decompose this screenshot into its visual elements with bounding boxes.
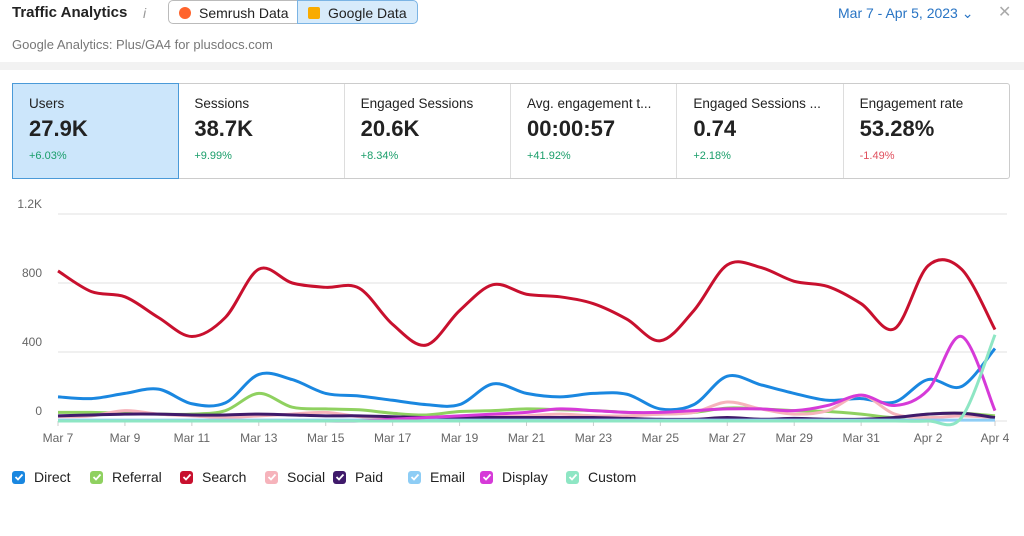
legend-checkbox <box>480 470 493 484</box>
legend-item[interactable]: Direct <box>12 469 71 485</box>
legend-item[interactable]: Search <box>180 469 246 485</box>
metric-value: 27.9K <box>29 116 88 141</box>
metric-change: +2.18% <box>693 150 731 162</box>
y-tick-label: 0 <box>35 404 42 418</box>
metric-card[interactable]: Avg. engagement t... 00:00:57 +41.92% <box>511 84 678 178</box>
label: Semrush Data <box>199 5 289 21</box>
metric-value: 53.28% <box>859 116 935 141</box>
legend-item[interactable]: Social <box>265 469 325 485</box>
chart: 0 400 800 1.2K Mar 7 Mar 9 Mar 11 Mar 13 Mar 15 M… <box>17 197 1010 445</box>
series-line <box>57 258 997 347</box>
legend-label: Display <box>502 469 548 485</box>
legend-item[interactable]: Paid <box>333 469 383 485</box>
legend-label: Custom <box>588 469 637 485</box>
series-line <box>57 393 996 422</box>
separator <box>0 62 1024 70</box>
metric-card[interactable]: Engaged Sessions 20.6K +8.34% <box>345 84 511 178</box>
x-tick-label: Mar 29 <box>776 431 814 445</box>
icon <box>179 7 191 19</box>
legend-item[interactable]: Email <box>408 469 465 485</box>
metric-value: 0.74 <box>693 116 737 141</box>
metric-label: Avg. engagement t... <box>526 96 652 111</box>
x-tick-label: Mar 13 <box>240 431 278 445</box>
x-tick-label: Mar 7 <box>43 431 74 445</box>
check <box>568 473 577 481</box>
metric-change: +8.34% <box>360 150 399 162</box>
legend-label: Paid <box>355 469 384 485</box>
legend-checkbox <box>265 470 278 484</box>
metric-card[interactable]: Engaged Sessions ... 0.74 +2.18% <box>677 84 844 178</box>
metric-change: +41.92% <box>526 150 571 162</box>
y-tick-label: 400 <box>22 335 42 349</box>
metric-card[interactable]: Engagement rate 53.28% -1.49% <box>844 84 1009 178</box>
check <box>92 473 101 481</box>
subtitle: Google Analytics: Plus/GA4 for plusdocs.… <box>12 37 273 52</box>
y-tick-label: 800 <box>22 266 42 280</box>
series-line <box>57 347 997 412</box>
title: Traffic Analytics <box>12 4 128 21</box>
x-tick-label: Mar 21 <box>508 431 546 445</box>
legend-item[interactable]: Referral <box>90 469 162 485</box>
x-tick-label: Mar 17 <box>374 431 412 445</box>
legend-checkbox <box>566 470 579 484</box>
info-icon[interactable]: i <box>143 5 147 21</box>
legend-label: Referral <box>112 469 162 485</box>
metric-change: -1.49% <box>859 150 895 162</box>
x-tick-label: Mar 23 <box>575 431 613 445</box>
series-line <box>57 391 996 420</box>
legend-checkbox <box>333 470 346 484</box>
x-tick-label: Mar 27 <box>709 431 747 445</box>
date-range: Mar 7 - Apr 5, 2023 <box>838 5 958 21</box>
metric-label: Engaged Sessions <box>360 96 474 111</box>
metric-value: 20.6K <box>360 116 420 141</box>
legend-label: Email <box>430 469 466 485</box>
x-tick-label: Apr 2 <box>914 431 943 445</box>
metric-cards: Users 27.9K +6.03% Sessions 38.7K +9.99% Engag… <box>12 83 1010 179</box>
legend-checkbox <box>408 470 421 484</box>
check <box>335 473 344 481</box>
legend-label: Direct <box>34 469 71 485</box>
legend-item[interactable]: Display <box>480 469 548 485</box>
metric-value: 00:00:57 <box>526 116 616 141</box>
legend-checkbox <box>90 470 103 484</box>
check <box>14 473 23 481</box>
legend-item[interactable]: Custom <box>566 469 636 485</box>
metric-card[interactable]: Sessions 38.7K +9.99% <box>178 84 345 178</box>
x-tick-label: Mar 15 <box>307 431 345 445</box>
metric-card[interactable]: Users 27.9K +6.03% <box>12 83 180 179</box>
legend-label: Search <box>202 469 247 485</box>
x-tick-label: Apr 4 <box>981 431 1010 445</box>
legend-label: Social <box>287 469 326 485</box>
check <box>182 473 191 481</box>
metric-change: +9.99% <box>194 150 232 162</box>
metric-label: Engaged Sessions ... <box>693 96 821 111</box>
check <box>482 473 491 481</box>
label: Google Data <box>328 5 407 21</box>
source-button[interactable]: Google Data <box>297 0 418 24</box>
x-tick-label: Mar 19 <box>441 431 479 445</box>
metric-value: 38.7K <box>194 116 254 141</box>
x-tick-label: Mar 25 <box>642 431 680 445</box>
close-button[interactable]: ✕ <box>998 4 1012 21</box>
y-tick-label: 1.2K <box>17 197 42 211</box>
metric-label: Engagement rate <box>859 96 964 111</box>
x-tick-label: Mar 9 <box>110 431 141 445</box>
check <box>267 473 276 481</box>
legend-checkbox <box>180 470 193 484</box>
metric-change: +6.03% <box>29 150 67 162</box>
x-tick-label: Mar 11 <box>174 431 211 445</box>
metric-label: Users <box>29 96 65 111</box>
series-line <box>58 334 997 427</box>
source-button[interactable]: Semrush Data <box>168 0 300 24</box>
x-tick-label: Mar 31 <box>842 431 880 445</box>
icon <box>308 7 320 19</box>
metric-label: Sessions <box>194 96 250 111</box>
legend-checkbox <box>12 470 25 484</box>
date-picker[interactable]: Mar 7 - Apr 5, 2023 ⌄ <box>838 5 974 21</box>
check <box>410 473 419 481</box>
